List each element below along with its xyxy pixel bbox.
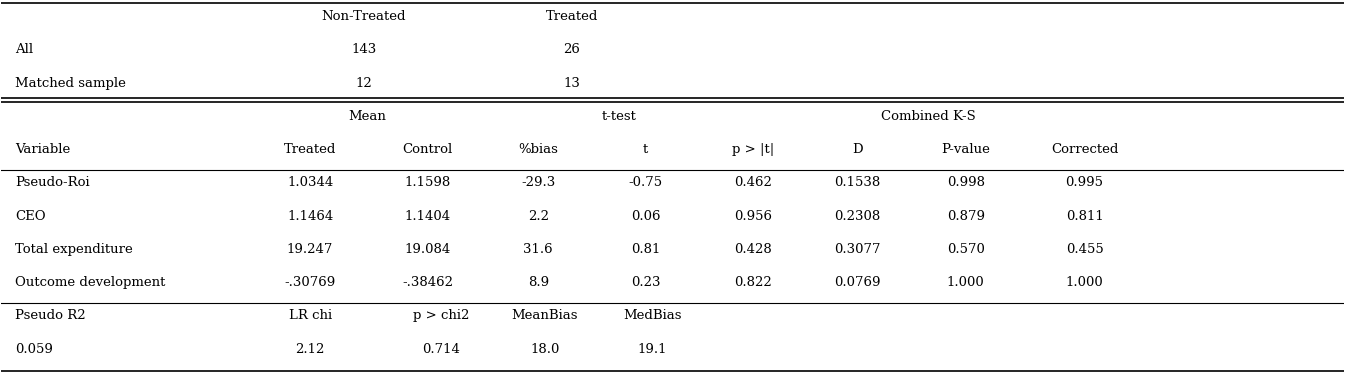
Text: 1.000: 1.000 (1065, 276, 1103, 289)
Text: -.38462: -.38462 (402, 276, 453, 289)
Text: 1.000: 1.000 (947, 276, 985, 289)
Text: Variable: Variable (15, 143, 70, 156)
Text: 0.059: 0.059 (15, 343, 52, 356)
Text: 0.956: 0.956 (734, 210, 772, 223)
Text: CEO: CEO (15, 210, 46, 223)
Text: 0.23: 0.23 (631, 276, 660, 289)
Text: Matched sample: Matched sample (15, 77, 125, 90)
Text: 19.084: 19.084 (405, 243, 451, 256)
Text: 0.0769: 0.0769 (834, 276, 881, 289)
Text: 143: 143 (351, 44, 377, 57)
Text: 0.714: 0.714 (422, 343, 460, 356)
Text: Mean: Mean (348, 110, 386, 123)
Text: 2.2: 2.2 (527, 210, 549, 223)
Text: 12: 12 (355, 77, 373, 90)
Text: All: All (15, 44, 32, 57)
Text: -29.3: -29.3 (521, 176, 555, 189)
Text: MedBias: MedBias (623, 310, 682, 323)
Text: 0.1538: 0.1538 (834, 176, 880, 189)
Text: MeanBias: MeanBias (511, 310, 578, 323)
Text: 0.879: 0.879 (947, 210, 985, 223)
Text: 2.12: 2.12 (296, 343, 324, 356)
Text: 0.2308: 0.2308 (834, 210, 880, 223)
Text: 31.6: 31.6 (523, 243, 553, 256)
Text: 0.455: 0.455 (1065, 243, 1103, 256)
Text: D: D (851, 143, 862, 156)
Text: Pseudo-Roi: Pseudo-Roi (15, 176, 89, 189)
Text: Pseudo R2: Pseudo R2 (15, 310, 86, 323)
Text: Control: Control (402, 143, 453, 156)
Text: 0.06: 0.06 (631, 210, 660, 223)
Text: Treated: Treated (546, 10, 599, 23)
Text: -.30769: -.30769 (285, 276, 336, 289)
Text: 1.0344: 1.0344 (286, 176, 334, 189)
Text: 0.81: 0.81 (631, 243, 660, 256)
Text: 0.570: 0.570 (947, 243, 985, 256)
Text: 0.811: 0.811 (1065, 210, 1103, 223)
Text: -0.75: -0.75 (628, 176, 663, 189)
Text: 1.1464: 1.1464 (286, 210, 334, 223)
Text: Combined K-S: Combined K-S (881, 110, 976, 123)
Text: LR chi: LR chi (289, 310, 332, 323)
Text: 1.1404: 1.1404 (405, 210, 451, 223)
Text: 8.9: 8.9 (527, 276, 549, 289)
Text: Corrected: Corrected (1050, 143, 1118, 156)
Text: P-value: P-value (941, 143, 990, 156)
Text: Non-Treated: Non-Treated (321, 10, 406, 23)
Text: 19.247: 19.247 (286, 243, 334, 256)
Text: 18.0: 18.0 (530, 343, 560, 356)
Text: 0.822: 0.822 (734, 276, 772, 289)
Text: 0.462: 0.462 (734, 176, 772, 189)
Text: p > |t|: p > |t| (732, 143, 775, 156)
Text: 0.998: 0.998 (947, 176, 985, 189)
Text: %bias: %bias (518, 143, 558, 156)
Text: 0.3077: 0.3077 (834, 243, 881, 256)
Text: p > chi2: p > chi2 (413, 310, 469, 323)
Text: Treated: Treated (284, 143, 336, 156)
Text: 19.1: 19.1 (638, 343, 667, 356)
Text: t: t (643, 143, 648, 156)
Text: 1.1598: 1.1598 (405, 176, 451, 189)
Text: 0.428: 0.428 (734, 243, 772, 256)
Text: Outcome development: Outcome development (15, 276, 165, 289)
Text: Total expenditure: Total expenditure (15, 243, 133, 256)
Text: 13: 13 (564, 77, 580, 90)
Text: 26: 26 (564, 44, 580, 57)
Text: t-test: t-test (601, 110, 636, 123)
Text: 0.995: 0.995 (1065, 176, 1103, 189)
